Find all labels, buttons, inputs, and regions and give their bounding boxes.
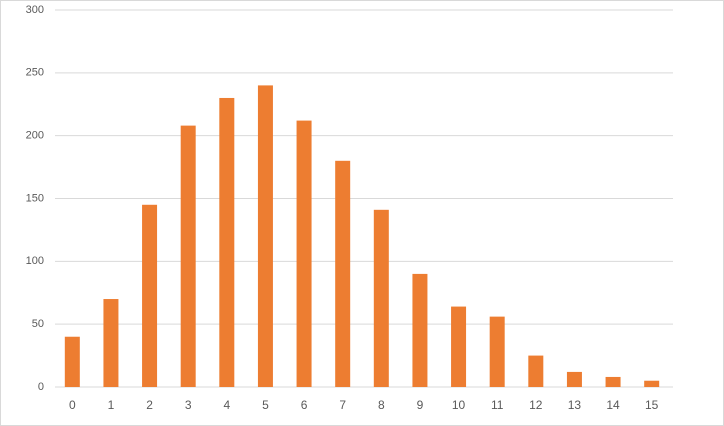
y-tick-label: 100: [26, 255, 44, 267]
x-tick-label: 0: [69, 398, 76, 412]
bar: [566, 371, 582, 387]
bar: [335, 160, 351, 387]
x-tick-label: 4: [223, 398, 230, 412]
x-tick-label: 15: [645, 398, 659, 412]
y-tick-label: 0: [38, 381, 44, 393]
y-tick-label: 150: [26, 192, 44, 204]
x-tick-label: 3: [185, 398, 192, 412]
x-tick-label: 1: [108, 398, 115, 412]
bar: [528, 355, 544, 387]
bar: [257, 85, 273, 388]
x-tick-label: 7: [339, 398, 346, 412]
x-tick-label: 11: [491, 398, 504, 412]
x-tick-label: 10: [452, 398, 466, 412]
bar: [644, 380, 660, 387]
x-tick-label: 6: [301, 398, 308, 412]
bar: [180, 125, 196, 387]
x-tick-label: 14: [606, 398, 620, 412]
x-tick-label: 9: [417, 398, 424, 412]
y-tick-label: 300: [26, 4, 44, 16]
x-tick-label: 2: [146, 398, 153, 412]
bar: [296, 120, 312, 387]
bar: [219, 97, 235, 387]
bar: [64, 336, 80, 387]
y-tick-label: 200: [26, 130, 44, 142]
bar: [451, 306, 467, 387]
bar: [373, 209, 389, 387]
bar: [489, 316, 505, 387]
bar: [142, 204, 158, 387]
x-tick-label: 8: [378, 398, 385, 412]
x-tick-label: 13: [568, 398, 582, 412]
x-tick-label: 12: [529, 398, 543, 412]
y-tick-label: 50: [32, 318, 44, 330]
bar: [412, 273, 428, 387]
bar: [103, 299, 119, 387]
bar: [605, 376, 621, 387]
y-tick-label: 250: [26, 67, 44, 79]
x-tick-label: 5: [262, 398, 269, 412]
